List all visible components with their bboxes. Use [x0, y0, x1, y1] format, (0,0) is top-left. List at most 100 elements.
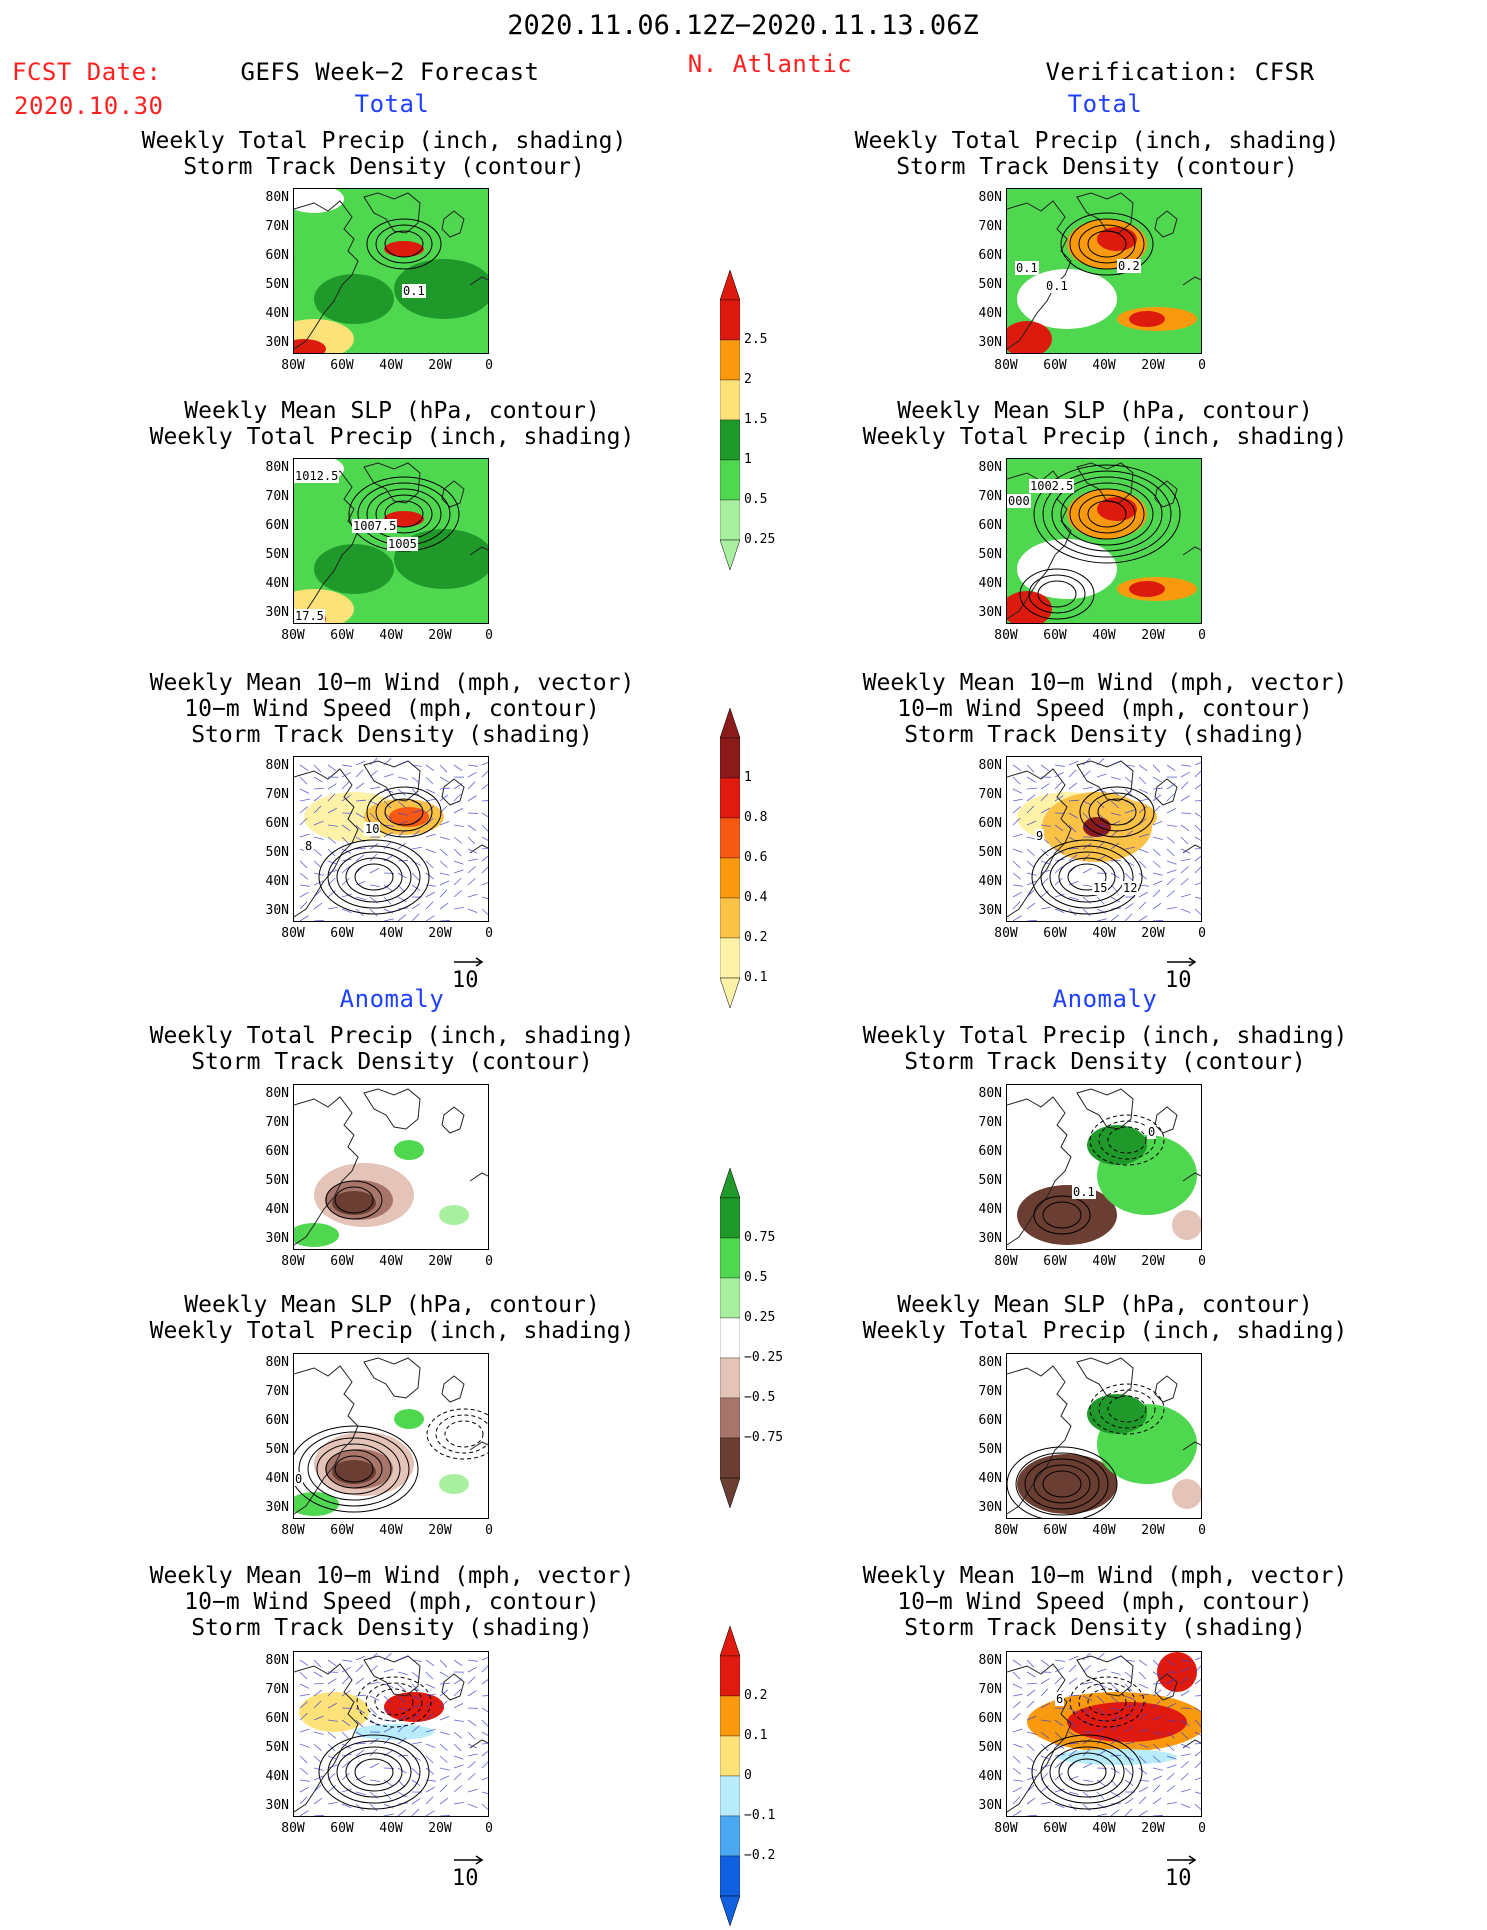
wet-anomaly	[439, 1205, 469, 1225]
wet-anomaly	[439, 1474, 469, 1494]
lat-label: 30N	[253, 1500, 289, 1515]
fcst-date-label: FCST Date:	[12, 58, 162, 86]
colorbar-label: 0.2	[744, 1688, 767, 1703]
lat-label: 30N	[966, 903, 1002, 918]
lon-label: 60W	[330, 628, 353, 643]
contour-label: 1012.5	[294, 469, 339, 483]
colorbar-label: 0.1	[744, 1728, 767, 1743]
lon-label: 60W	[1043, 1821, 1066, 1836]
lon-label: 60W	[330, 1821, 353, 1836]
lat-label: 40N	[253, 1471, 289, 1486]
lat-label: 40N	[253, 874, 289, 889]
contour-label: 0.1	[1015, 261, 1039, 275]
lat-label: 40N	[966, 1471, 1002, 1486]
colorbar-segment	[720, 300, 740, 340]
lon-label: 40W	[379, 1523, 402, 1538]
vector-ref-ver-total: 10	[1165, 968, 1192, 993]
contour-label: 10	[364, 822, 380, 836]
colorbar-segment	[720, 938, 740, 978]
lat-label: 60N	[966, 1711, 1002, 1726]
lon-label: 60W	[1043, 1254, 1066, 1269]
lat-label: 50N	[253, 1442, 289, 1457]
colorbar-segment	[720, 1816, 740, 1856]
lon-label: 80W	[281, 1254, 304, 1269]
colorbar-segment	[720, 1238, 740, 1278]
lat-label: 50N	[253, 1173, 289, 1188]
lat-label: 70N	[253, 787, 289, 802]
lon-label: 0	[1198, 1254, 1206, 1269]
colorbar-segment	[720, 340, 740, 380]
colorbar-segment	[720, 460, 740, 500]
lon-label: 80W	[994, 1254, 1017, 1269]
lat-label: 70N	[966, 1115, 1002, 1130]
map-fc-anom-precip	[293, 1084, 489, 1250]
contour-label: 1007.5	[352, 519, 397, 533]
colorbar-label: 0.1	[744, 970, 767, 985]
colorbar-segment	[720, 380, 740, 420]
arrow-right-icon	[452, 1854, 488, 1866]
colorbar-label: 0.2	[744, 930, 767, 945]
map-ver-anom-slp	[1006, 1353, 1202, 1519]
lat-label: 80N	[966, 190, 1002, 205]
lat-label: 50N	[253, 845, 289, 860]
lat-label: 60N	[253, 248, 289, 263]
anomaly-label-left: Anomaly	[340, 985, 445, 1013]
panel-title-fc-precip-track: Weekly Total Precip (inch, shading)Storm…	[142, 128, 627, 180]
lat-label: 40N	[966, 576, 1002, 591]
lon-label: 80W	[281, 628, 304, 643]
lon-label: 60W	[330, 358, 353, 373]
panel-title-ver-anom-precip: Weekly Total Precip (inch, shading)Storm…	[863, 1023, 1348, 1075]
colorbar-label: −0.2	[744, 1848, 775, 1863]
lat-label: 60N	[253, 816, 289, 831]
colorbar-label: 0.8	[744, 810, 767, 825]
total-label-right: Total	[1068, 90, 1143, 118]
period-title: 2020.11.06.12Z−2020.11.13.06Z	[507, 10, 978, 41]
colorbar-segment	[720, 1656, 740, 1696]
lat-label: 80N	[966, 758, 1002, 773]
colorbar-cap-top	[720, 1626, 740, 1656]
lat-label: 30N	[966, 335, 1002, 350]
lat-label: 70N	[966, 787, 1002, 802]
colorbar-label: −0.5	[744, 1390, 775, 1405]
lon-label: 20W	[428, 358, 451, 373]
colorbar-segment	[720, 858, 740, 898]
lat-label: 80N	[253, 758, 289, 773]
lat-label: 70N	[966, 1682, 1002, 1697]
precip-max	[384, 241, 424, 257]
contour-label: 12	[1122, 881, 1138, 895]
colorbar-segment	[720, 738, 740, 778]
contour-label: 0.1	[1072, 1185, 1096, 1199]
lat-label: 50N	[253, 1740, 289, 1755]
lon-label: 40W	[1092, 1821, 1115, 1836]
lat-label: 70N	[253, 489, 289, 504]
arrow-right-icon	[1165, 1854, 1201, 1866]
colorbar-label: −0.25	[744, 1350, 783, 1365]
lat-label: 60N	[966, 518, 1002, 533]
lat-label: 30N	[253, 903, 289, 918]
contour-label: 8	[304, 839, 313, 853]
lat-label: 70N	[966, 219, 1002, 234]
lon-label: 0	[1198, 628, 1206, 643]
lat-label: 70N	[253, 1384, 289, 1399]
lon-label: 40W	[1092, 926, 1115, 941]
lat-label: 30N	[253, 1231, 289, 1246]
lon-label: 80W	[994, 628, 1017, 643]
colorbar-segment	[720, 1438, 740, 1478]
colorbar-segment	[720, 1278, 740, 1318]
panel-title-fc-slp: Weekly Mean SLP (hPa, contour)Weekly Tot…	[150, 398, 635, 450]
contour-label: 1005	[387, 537, 418, 551]
lat-label: 50N	[966, 547, 1002, 562]
lat-label: 40N	[966, 1202, 1002, 1217]
dry-anomaly-strong	[332, 1460, 376, 1484]
lon-label: 0	[1198, 358, 1206, 373]
lon-label: 0	[485, 628, 493, 643]
lon-label: 0	[1198, 1821, 1206, 1836]
vector-ref-fc-total: 10	[452, 968, 479, 993]
colorbar-label: 0.25	[744, 1310, 775, 1325]
contour-label: 9	[1035, 829, 1044, 843]
